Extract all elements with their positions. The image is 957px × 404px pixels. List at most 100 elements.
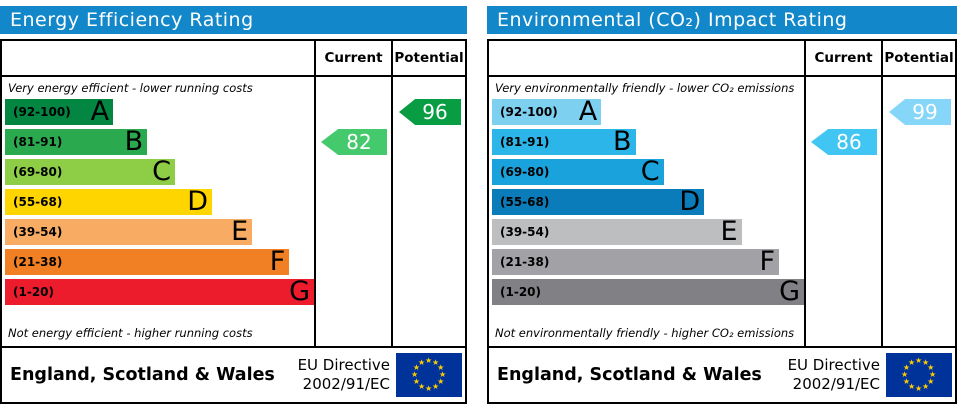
eu-star-icon: ★: [929, 370, 937, 379]
rating-table: Current Potential Very environmentally f…: [487, 39, 957, 404]
band-row-b: (81-91) B: [5, 129, 314, 155]
column-header-row: Current Potential: [489, 41, 955, 77]
footer-row: England, Scotland & Wales EU Directive 2…: [489, 346, 955, 402]
band-bar-e: (39-54) E: [492, 219, 742, 245]
column-header-spacer: [489, 41, 804, 75]
band-range: (21-38): [13, 255, 63, 269]
band-row-d: (55-68) D: [5, 189, 314, 215]
eu-star-icon: ★: [412, 363, 421, 372]
eu-star-icon: ★: [425, 384, 433, 393]
band-bar-g: (1-20) G: [5, 279, 314, 305]
band-range: (69-80): [500, 165, 550, 179]
band-row-b: (81-91) B: [492, 129, 804, 155]
eu-star-icon: ★: [411, 370, 419, 379]
rating-table: Current Potential Very energy efficient …: [0, 39, 467, 404]
eu-star-icon: ★: [922, 357, 930, 367]
band-range: (92-100): [13, 105, 71, 119]
band-row-f: (21-38) F: [492, 249, 804, 275]
eu-directive-line1: EU Directive: [787, 356, 880, 375]
band-letter: C: [640, 159, 660, 185]
eu-star-icon: ★: [922, 382, 930, 392]
band-bar-d: (55-68) D: [5, 189, 213, 215]
band-letter: B: [124, 129, 144, 155]
band-row-c: (69-80) C: [492, 159, 804, 185]
band-range: (55-68): [500, 195, 550, 209]
band-letter: F: [759, 249, 776, 275]
potential-rating-arrow: 99: [889, 99, 951, 125]
band-letter: A: [90, 99, 110, 125]
band-row-a: (92-100) A: [5, 99, 314, 125]
current-rating-arrow: 86: [811, 129, 877, 155]
band-letter: G: [289, 279, 310, 305]
band-bar-a: (92-100) A: [5, 99, 114, 125]
band-bar-c: (69-80) C: [5, 159, 175, 185]
band-letter: D: [187, 189, 209, 215]
eu-star-icon: ★: [927, 377, 935, 386]
potential-column-header: Potential: [391, 41, 465, 75]
top-note: Very energy efficient - lower running co…: [8, 81, 253, 95]
potential-column: 99: [881, 77, 955, 346]
band-area: Very environmentally friendly - lower CO…: [489, 77, 955, 346]
eu-flag-icon: ★ ★ ★ ★ ★ ★ ★ ★ ★ ★ ★ ★: [886, 353, 952, 397]
eu-star-icon: ★: [432, 357, 440, 367]
band-range: (39-54): [13, 225, 63, 239]
band-row-g: (1-20) G: [5, 279, 314, 305]
band-row-e: (39-54) E: [5, 219, 314, 245]
potential-column-header: Potential: [881, 41, 955, 75]
eu-star-icon: ★: [908, 357, 916, 367]
band-letter: C: [152, 159, 171, 185]
band-range: (81-91): [500, 135, 550, 149]
eu-directive-line2: 2002/91/EC: [302, 375, 390, 393]
band-range: (1-20): [500, 285, 541, 299]
environmental-impact-panel: Environmental (CO₂) Impact Rating Curren…: [487, 6, 957, 404]
band-bar-f: (21-38) F: [5, 249, 290, 275]
band-row-e: (39-54) E: [492, 219, 804, 245]
region-label: England, Scotland & Wales: [497, 365, 762, 385]
eu-star-icon: ★: [915, 356, 923, 365]
eu-star-icon: ★: [437, 377, 445, 386]
current-rating-value: 82: [346, 130, 372, 154]
current-column: 86: [804, 77, 881, 346]
eu-star-icon: ★: [902, 377, 911, 386]
eu-star-icon: ★: [908, 382, 916, 392]
band-range: (1-20): [13, 285, 54, 299]
bands-column: Very energy efficient - lower running co…: [2, 77, 314, 346]
band-letter: F: [269, 249, 286, 275]
band-range: (55-68): [13, 195, 63, 209]
band-range: (21-38): [500, 255, 550, 269]
band-row-g: (1-20) G: [492, 279, 804, 305]
band-letter: E: [720, 219, 738, 245]
band-range: (39-54): [500, 225, 550, 239]
current-column-header: Current: [314, 41, 391, 75]
energy-efficiency-panel: Energy Efficiency Rating Current Potenti…: [0, 6, 467, 404]
band-bar-c: (69-80) C: [492, 159, 664, 185]
eu-star-icon: ★: [439, 370, 447, 379]
current-column: 82: [314, 77, 391, 346]
band-letter: E: [231, 219, 249, 245]
band-bar-a: (92-100) A: [492, 99, 602, 125]
band-bar-d: (55-68) D: [492, 189, 705, 215]
eu-star-icon: ★: [418, 382, 426, 392]
eu-star-icon: ★: [927, 363, 935, 372]
eu-star-icon: ★: [902, 363, 911, 372]
eu-directive-label: EU Directive 2002/91/EC: [788, 356, 886, 394]
eu-star-icon: ★: [915, 384, 923, 393]
eu-flag-icon: ★ ★ ★ ★ ★ ★ ★ ★ ★ ★ ★ ★: [396, 353, 462, 397]
band-bar-e: (39-54) E: [5, 219, 253, 245]
current-column-header: Current: [804, 41, 881, 75]
panel-title: Environmental (CO₂) Impact Rating: [487, 6, 957, 34]
eu-star-icon: ★: [412, 377, 421, 386]
footer-row: England, Scotland & Wales EU Directive 2…: [2, 346, 465, 402]
bands-host: (92-100) A (81-91) B (69-80) C (55-68) D (39-54)…: [5, 99, 314, 309]
eu-star-icon: ★: [901, 370, 909, 379]
current-rating-arrow: 82: [321, 129, 387, 155]
potential-rating-value: 96: [422, 100, 448, 124]
band-row-a: (92-100) A: [492, 99, 804, 125]
eu-directive-label: EU Directive 2002/91/EC: [298, 356, 396, 394]
potential-rating-value: 99: [912, 100, 938, 124]
band-range: (81-91): [13, 135, 63, 149]
eu-star-icon: ★: [425, 356, 433, 365]
band-row-d: (55-68) D: [492, 189, 804, 215]
panel-title: Energy Efficiency Rating: [0, 6, 467, 34]
